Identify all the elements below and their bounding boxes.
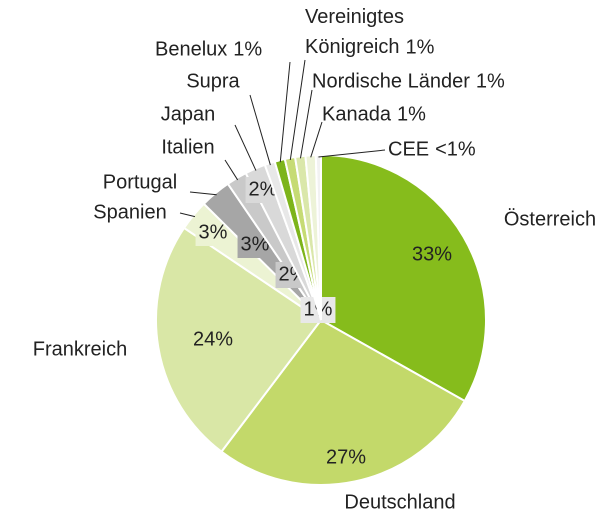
category-line: Vereinigtes	[305, 6, 404, 28]
value-label-group: 33%	[412, 243, 452, 265]
category-label: Italien	[161, 136, 214, 158]
category-label: Benelux	[155, 38, 227, 60]
category-line: Königreich	[305, 36, 400, 58]
value-label: 1%	[476, 70, 505, 92]
leader-line	[189, 191, 217, 196]
category-label: Österreich	[504, 208, 596, 230]
pie-slice	[314, 153, 322, 321]
leader-line	[234, 124, 257, 171]
category-label: Nordische Länder	[312, 70, 470, 92]
category-label: Portugal	[103, 171, 178, 193]
leader-line	[279, 61, 291, 163]
value-label-group: 24%	[193, 328, 233, 350]
value-label: 33%	[412, 243, 452, 265]
category-label: Deutschland	[344, 491, 455, 513]
leader-line	[299, 89, 313, 159]
pie-slice	[320, 153, 487, 403]
category-label: Japan	[161, 103, 216, 125]
value-label: 3%	[241, 233, 270, 255]
category-label: Kanada	[322, 103, 392, 125]
leader-line	[289, 59, 306, 160]
value-label: 27%	[326, 446, 366, 468]
category-label: Spanien	[93, 201, 166, 223]
leader-line	[310, 121, 323, 158]
value-label-group: 27%	[326, 446, 366, 468]
category-label: Frankreich	[33, 338, 127, 360]
value-label: 24%	[193, 328, 233, 350]
value-label-group: 3%	[237, 232, 273, 258]
category-label: Vereinigtes Königreich	[305, 6, 404, 58]
category-label: CEE	[388, 138, 429, 160]
value-label: 1%	[406, 36, 435, 58]
pie-slice	[155, 226, 323, 454]
category-label: Supra	[186, 70, 240, 92]
value-label: 1%	[397, 103, 426, 125]
value-label: <1%	[435, 138, 476, 160]
leader-line	[179, 212, 196, 218]
value-label: 3%	[199, 221, 228, 243]
value-label: 1%	[233, 38, 262, 60]
leader-line	[318, 149, 386, 158]
pie-slice	[220, 318, 467, 486]
leader-line	[224, 159, 239, 181]
leader-line	[249, 94, 271, 166]
value-label: 2%	[249, 178, 278, 200]
